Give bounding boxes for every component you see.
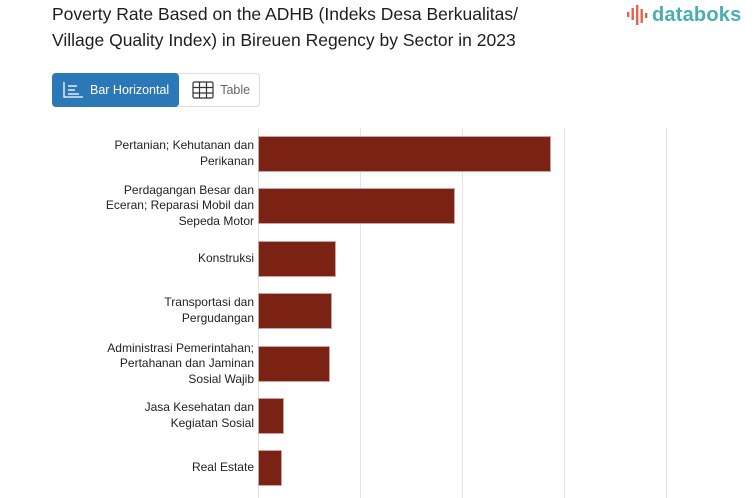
category-label-line: Transportasi dan — [164, 295, 254, 310]
view-toggle: Bar Horizontal Table — [52, 73, 261, 107]
bar-horizontal-icon — [62, 81, 84, 99]
category-label-line: Perdagangan Besar dan — [123, 182, 254, 197]
category-label: Konstruksi — [198, 251, 254, 267]
bar[interactable] — [258, 293, 332, 329]
gridline-1 — [360, 128, 361, 498]
category-label-line: Sepeda Motor — [178, 213, 254, 228]
category-label-line: Pertahanan dan Jaminan — [119, 356, 254, 371]
category-label-line: Eceran; Reparasi Mobil dan — [105, 198, 254, 213]
databoks-bars-icon — [626, 4, 650, 26]
category-label-line: Pergudangan — [181, 310, 254, 325]
gridline-2 — [462, 128, 463, 498]
category-label-line: Pertanian; Kehutanan dan — [114, 138, 254, 153]
bar[interactable] — [258, 346, 330, 382]
bar[interactable] — [258, 136, 551, 172]
bar-chart: Pertanian; Kehutanan dan Perikanan Perdaga… — [0, 128, 753, 498]
category-label: Perdagangan Besar dan Eceran; Reparasi Mo… — [106, 183, 254, 230]
gridline-4 — [666, 128, 667, 498]
table-label: Table — [220, 83, 251, 97]
category-label: Pertanian; Kehutanan dan Perikanan — [115, 138, 254, 169]
category-label: Administrasi Pemerintahan; Pertahanan dan… — [107, 341, 254, 388]
category-label: Real Estate — [192, 460, 254, 476]
databoks-logo[interactable]: databoks — [626, 3, 741, 27]
category-label-line: Perikanan — [199, 153, 254, 168]
logo-text: databoks — [652, 3, 742, 26]
category-label: Transportasi dan Pergudangan — [164, 295, 254, 326]
category-label-line: Konstruksi — [197, 251, 254, 266]
category-label-line: Jasa Kesehatan dan — [144, 400, 254, 415]
bar[interactable] — [258, 450, 282, 486]
bar[interactable] — [258, 188, 455, 224]
category-label-line: Sosial Wajib — [188, 371, 254, 386]
category-label-line: Kegiatan Sosial — [170, 415, 254, 430]
bar[interactable] — [258, 398, 284, 434]
chart-title: Poverty Rate Based on the ADHB (Indeks D… — [52, 4, 518, 50]
bar-horizontal-label: Bar Horizontal — [90, 83, 170, 97]
category-label: Jasa Kesehatan dan Kegiatan Sosial — [145, 400, 254, 431]
table-button[interactable]: Table — [179, 74, 259, 106]
bar[interactable] — [258, 241, 336, 277]
gridline-3 — [564, 128, 565, 498]
category-label-line: Real Estate — [191, 460, 254, 475]
table-grid-icon — [192, 81, 214, 99]
category-label-line: Administrasi Pemerintahan; — [107, 340, 254, 355]
bar-horizontal-button[interactable]: Bar Horizontal — [52, 73, 180, 107]
